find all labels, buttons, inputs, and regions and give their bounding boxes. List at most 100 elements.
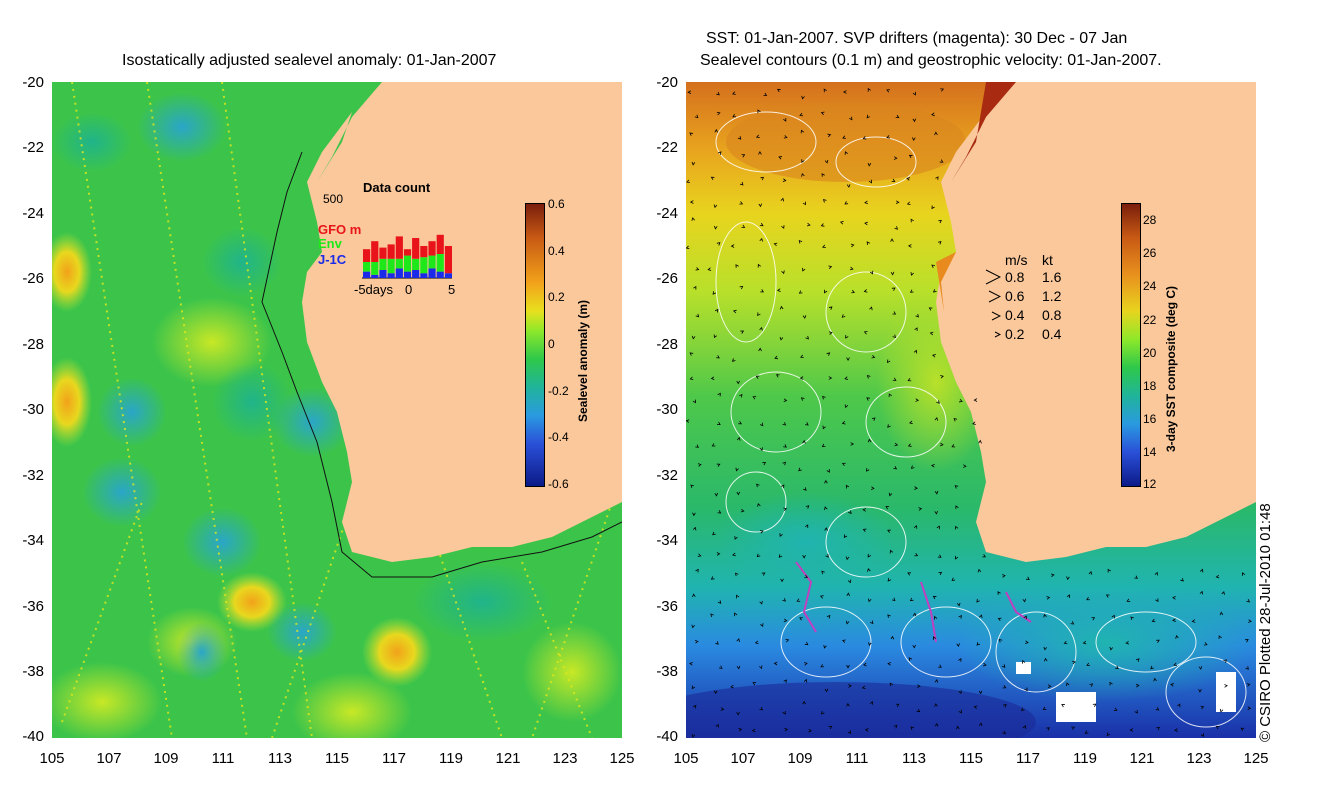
velocity-arrow (934, 703, 938, 707)
velocity-arrow (801, 172, 805, 177)
velocity-arrow (824, 479, 828, 484)
velocity-arrow (1175, 635, 1179, 639)
velocity-arrow (1203, 642, 1208, 646)
velocity-arrow (1130, 616, 1134, 621)
velocity-arrow (958, 658, 962, 662)
cb-tick: -0.4 (548, 430, 569, 444)
velocity-arrow (1173, 662, 1177, 667)
sst-map[interactable] (686, 82, 1256, 738)
velocity-arrow (754, 640, 759, 645)
velocity-arrow (1155, 598, 1159, 603)
velocity-arrow (823, 88, 827, 93)
velocity-arrow (982, 554, 987, 558)
velocity-arrow (1135, 683, 1140, 688)
velocity-arrow (760, 289, 765, 293)
right-xtick: 105 (673, 750, 699, 767)
velocity-arrow (761, 572, 766, 576)
velocity-arrow (805, 524, 809, 529)
velocity-arrow (782, 178, 787, 182)
velocity-arrow (1107, 568, 1111, 573)
left-ytick: -32 (22, 467, 44, 484)
velocity-arrow (912, 91, 916, 96)
velocity-arrow (755, 134, 760, 139)
inset-bar-segment (412, 258, 420, 270)
right-ytick: -36 (656, 598, 678, 615)
inset-bar-segment (412, 238, 420, 259)
velocity-arrow (762, 461, 767, 466)
velocity-arrow (777, 88, 781, 93)
left-ytick: -24 (22, 205, 44, 222)
velocity-arrow (757, 312, 761, 317)
velocity-arrow (783, 618, 788, 623)
velocity-arrow (1084, 730, 1089, 734)
velocity-arrow (756, 483, 760, 488)
velocity-arrow (912, 137, 916, 141)
right-xtick: 109 (787, 750, 813, 767)
inset-bar-segment (387, 258, 395, 274)
right-map-title-line1: SST: 01-Jan-2007. SVP drifters (magenta)… (706, 30, 1128, 47)
velocity-arrow (1219, 611, 1224, 616)
cb-tick: 12 (1143, 477, 1157, 491)
velocity-arrow (845, 556, 850, 561)
velocity-arrow (805, 505, 810, 509)
velocity-arrow (822, 425, 826, 430)
velocity-arrow (1125, 640, 1130, 645)
velocity-arrow (890, 238, 894, 242)
velocity-arrow (938, 571, 943, 576)
velocity-arrow (954, 485, 959, 489)
right-xtick: 113 (902, 750, 926, 767)
velocity-arrow (826, 352, 831, 356)
velocity-arrow (801, 159, 805, 164)
velocity-arrow (1046, 727, 1051, 731)
velocity-arrow (821, 173, 825, 177)
velocity-arrow (912, 118, 917, 123)
velocity-arrow (890, 635, 895, 640)
cb-tick: 24 (1143, 279, 1157, 293)
velocity-arrow (734, 572, 739, 577)
sealevel-colorbar (525, 203, 545, 487)
velocity-arrow (1129, 728, 1134, 732)
velocity-arrow (774, 355, 779, 360)
velocity-arrow (973, 705, 978, 709)
velocity-arrow (895, 114, 900, 119)
velocity-arrow (824, 506, 828, 511)
velocity-arrow (1091, 617, 1096, 621)
velocity-arrow (1043, 613, 1047, 618)
velocity-arrow-icon (985, 269, 1001, 285)
velocity-arrow (848, 684, 852, 688)
velocity-arrow (689, 662, 693, 666)
left-xtick: 123 (552, 750, 578, 767)
velocity-arrow (759, 600, 763, 605)
velocity-arrow (1003, 704, 1007, 708)
inset-bar-segment (403, 255, 412, 272)
velocity-arrow (803, 662, 808, 666)
right-xtick: 123 (1186, 750, 1212, 767)
inset-bar-chart (362, 198, 452, 279)
velocity-arrow (1113, 707, 1118, 711)
velocity-arrow (720, 707, 725, 711)
velocity-arrow (1215, 574, 1220, 579)
velocity-arrow (800, 129, 805, 134)
velocity-arrow (713, 225, 718, 230)
inset-legend-j1c: J-1C (318, 252, 347, 267)
velocity-arrow (686, 179, 690, 184)
velocity-arrow (917, 684, 921, 688)
cb-tick: 0 (548, 337, 555, 351)
velocity-legend-ms-header: m/s (1005, 252, 1028, 268)
velocity-arrow (782, 711, 786, 715)
velocity-arrow (1105, 594, 1110, 598)
velocity-arrow (866, 397, 870, 401)
velocity-arrow (710, 376, 715, 381)
velocity-arrow (781, 484, 785, 489)
velocity-arrow (888, 393, 892, 398)
velocity-arrow (934, 490, 939, 495)
sst-colorbar-label: 3-day SST composite (deg C) (1164, 285, 1178, 452)
velocity-arrow (928, 307, 933, 311)
velocity-arrow (1224, 684, 1228, 688)
velocity-arrow (1247, 706, 1252, 710)
velocity-arrow (887, 577, 892, 582)
velocity-arrow (707, 267, 712, 271)
velocity-arrow (934, 722, 939, 727)
velocity-arrow (735, 467, 739, 472)
velocity-arrow (759, 422, 764, 427)
